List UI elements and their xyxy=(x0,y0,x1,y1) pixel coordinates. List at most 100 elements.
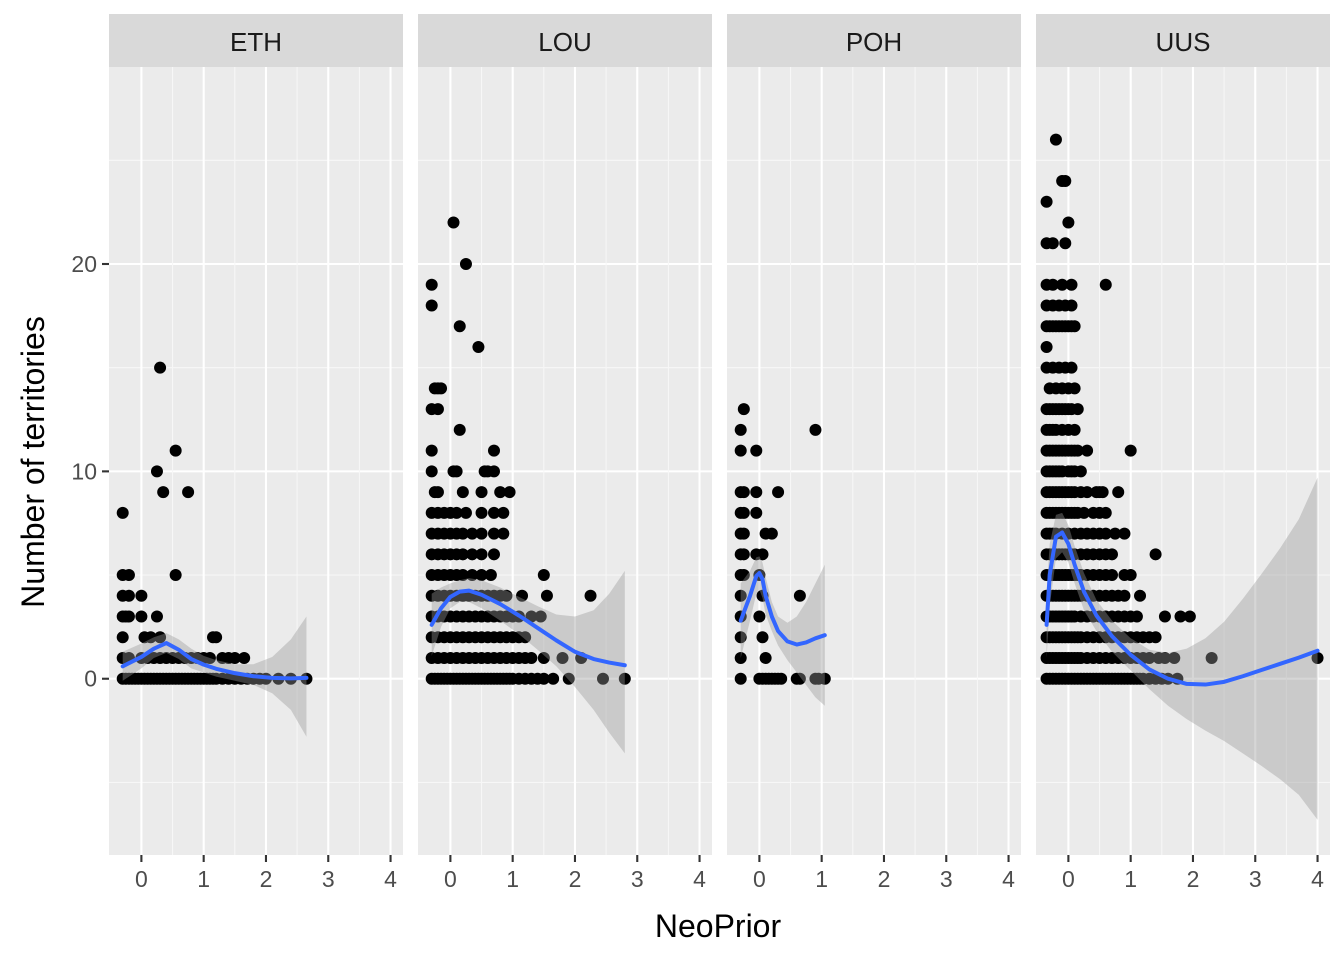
y-axis-title: Number of territories xyxy=(15,316,51,608)
panel-content xyxy=(1040,133,1324,820)
data-point xyxy=(1049,133,1062,146)
panel-background xyxy=(727,67,1021,855)
data-point xyxy=(484,569,497,582)
data-point xyxy=(1065,299,1078,312)
data-point xyxy=(537,672,550,685)
panel-content xyxy=(116,361,313,737)
data-point xyxy=(750,444,763,457)
smooth-line xyxy=(120,641,309,681)
data-point xyxy=(1149,548,1162,561)
data-point xyxy=(228,652,241,664)
data-point xyxy=(475,506,488,519)
x-axis-title: NeoPrior xyxy=(655,908,782,944)
data-point xyxy=(1124,569,1137,582)
data-point xyxy=(144,631,157,644)
data-point xyxy=(1168,652,1181,664)
data-point xyxy=(494,486,507,499)
data-point xyxy=(1158,652,1171,664)
facet-strip-label: UUS xyxy=(1156,27,1211,57)
facet-panel-eth: ETH 0 1 2 3 4 xyxy=(109,14,403,892)
panel-background xyxy=(109,67,403,855)
panel-background xyxy=(1036,67,1330,855)
data-point xyxy=(154,631,167,644)
x-tick-label: 1 xyxy=(506,866,519,892)
data-point xyxy=(1109,527,1122,540)
data-point xyxy=(540,589,553,602)
data-point xyxy=(447,216,460,229)
confidence-ribbon xyxy=(431,570,625,754)
y-tick-label: 10 xyxy=(71,458,97,484)
data-point xyxy=(1040,340,1053,353)
data-point xyxy=(1099,527,1112,540)
confidence-ribbon xyxy=(122,616,307,737)
data-point xyxy=(453,423,466,436)
data-point xyxy=(537,652,550,664)
data-point xyxy=(547,672,560,685)
data-point xyxy=(487,527,500,540)
x-tick-label: 2 xyxy=(1187,866,1200,892)
data-point xyxy=(756,548,769,561)
data-point xyxy=(1183,610,1196,623)
data-point xyxy=(1068,320,1081,333)
data-point xyxy=(750,486,763,499)
data-point xyxy=(431,486,444,499)
facet-strip xyxy=(1036,14,1330,67)
data-point xyxy=(203,652,216,664)
data-point xyxy=(1134,589,1147,602)
data-point xyxy=(750,506,763,519)
data-point xyxy=(1081,444,1094,457)
data-point xyxy=(487,506,500,519)
panel-content xyxy=(734,403,831,706)
data-point xyxy=(1059,175,1072,188)
x-tick-label: 2 xyxy=(569,866,582,892)
x-tick-label: 0 xyxy=(444,866,457,892)
data-point xyxy=(756,631,769,644)
data-point xyxy=(1071,444,1084,457)
data-point xyxy=(737,486,750,499)
data-point xyxy=(456,527,469,540)
data-point xyxy=(734,423,747,436)
data-point xyxy=(753,610,766,623)
data-point xyxy=(500,589,513,602)
data-point xyxy=(1046,278,1059,291)
y-tick-label: 0 xyxy=(84,666,97,692)
data-point xyxy=(116,631,129,644)
facet-panel-lou: LOU 0 1 2 3 4 xyxy=(418,14,712,892)
data-point xyxy=(1105,569,1118,582)
data-point xyxy=(775,672,788,685)
x-tick-label: 3 xyxy=(1249,866,1262,892)
data-point xyxy=(1077,506,1090,519)
data-point xyxy=(737,548,750,561)
data-point xyxy=(537,569,550,582)
data-point xyxy=(1112,486,1125,499)
data-point xyxy=(1105,548,1118,561)
data-point xyxy=(737,403,750,416)
smooth-line xyxy=(738,570,827,647)
data-point xyxy=(475,548,488,561)
data-point xyxy=(182,486,195,499)
data-point xyxy=(516,589,529,602)
x-tick-label: 1 xyxy=(815,866,828,892)
data-point xyxy=(466,548,479,561)
x-tick-label: 3 xyxy=(631,866,644,892)
data-point xyxy=(534,610,547,623)
data-point xyxy=(425,278,438,291)
data-point xyxy=(1099,506,1112,519)
data-point xyxy=(1096,486,1109,499)
data-point xyxy=(456,569,469,582)
data-point xyxy=(503,486,516,499)
data-point xyxy=(135,589,148,602)
data-point xyxy=(169,569,182,582)
data-point xyxy=(1174,610,1187,623)
x-tick-label: 4 xyxy=(1002,866,1015,892)
x-tick-label: 4 xyxy=(1311,866,1324,892)
data-point xyxy=(1081,486,1094,499)
data-point xyxy=(1056,278,1069,291)
data-point xyxy=(1059,237,1072,250)
data-point xyxy=(765,527,778,540)
data-point xyxy=(472,340,485,353)
facet-strip-label: LOU xyxy=(538,27,591,57)
data-point xyxy=(459,506,472,519)
data-point xyxy=(525,652,538,664)
